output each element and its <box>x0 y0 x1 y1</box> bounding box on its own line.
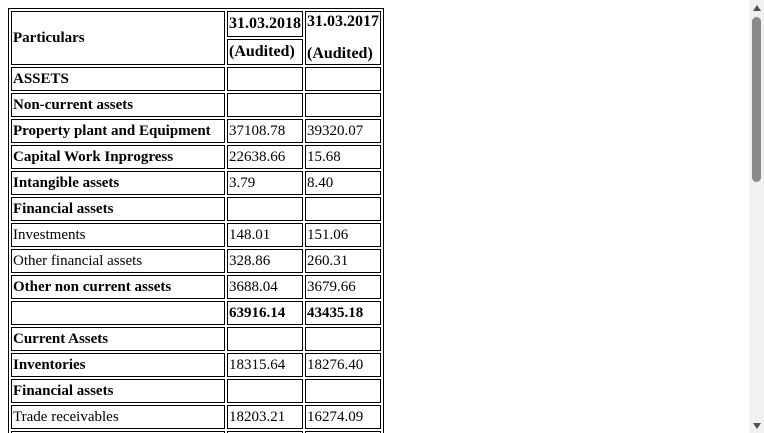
table-row: Financial assets <box>11 197 381 221</box>
table-row: Investments 148.01 151.06 <box>11 223 381 247</box>
table-row: Intangible assets 3.79 8.40 <box>11 171 381 195</box>
row-value-2018 <box>227 379 303 403</box>
row-value-2017: 39320.07 <box>305 119 381 143</box>
row-value-2017: 151.06 <box>305 223 381 247</box>
table-row: Property plant and Equipment 37108.78 39… <box>11 119 381 143</box>
row-label: Property plant and Equipment <box>11 119 225 143</box>
row-value-2017 <box>305 67 381 91</box>
row-value-2017 <box>305 197 381 221</box>
row-label: Inventories <box>11 353 225 377</box>
row-value-2018: 3688.04 <box>227 275 303 299</box>
row-label: Other non current assets <box>11 275 225 299</box>
row-value-2017 <box>305 379 381 403</box>
table-row: Non-current assets <box>11 93 381 117</box>
row-value-2017: 16274.09 <box>305 405 381 429</box>
row-label: Financial assets <box>11 197 225 221</box>
row-label: Trade receivables <box>11 405 225 429</box>
table-row: Inventories 18315.64 18276.40 <box>11 353 381 377</box>
balance-sheet-table: Particulars 31.03.2018 31.03.2017 (Audit… <box>8 8 384 433</box>
row-label: ASSETS <box>11 67 225 91</box>
row-value-2018: 18315.64 <box>227 353 303 377</box>
arrow-up-icon <box>752 4 761 11</box>
scroll-thumb[interactable] <box>752 17 761 182</box>
row-value-2018 <box>227 327 303 351</box>
table-row: Other financial assets 328.86 260.31 <box>11 249 381 273</box>
header-particulars: Particulars <box>11 11 225 65</box>
row-label: Financial assets <box>11 379 225 403</box>
table-row: Trade receivables 18203.21 16274.09 <box>11 405 381 429</box>
table-row: Capital Work Inprogress 22638.66 15.68 <box>11 145 381 169</box>
row-value-2018: 328.86 <box>227 249 303 273</box>
row-value-2017: 18276.40 <box>305 353 381 377</box>
header-col2-date: 31.03.2017 <box>307 13 379 30</box>
header-row-2: (Audited) <box>11 39 381 65</box>
subtotal-value-2018: 63916.14 <box>227 301 303 325</box>
row-value-2017: 1679.14 <box>305 431 381 433</box>
vertical-scrollbar[interactable] <box>749 0 764 433</box>
row-value-2017: 15.68 <box>305 145 381 169</box>
table-row: Cash and cash equivalent 4420.65 1679.14 <box>11 431 381 433</box>
row-label: Other financial assets <box>11 249 225 273</box>
row-value-2017: 3679.66 <box>305 275 381 299</box>
row-label <box>11 301 225 325</box>
table-row: Current Assets <box>11 327 381 351</box>
row-value-2017 <box>305 93 381 117</box>
header-col2-spacer <box>307 31 379 45</box>
row-value-2018: 18203.21 <box>227 405 303 429</box>
row-value-2018: 3.79 <box>227 171 303 195</box>
subtotal-row: 63916.14 43435.18 <box>11 301 381 325</box>
row-value-2017: 8.40 <box>305 171 381 195</box>
header-col2: 31.03.2017 (Audited) <box>305 11 381 65</box>
row-value-2017: 260.31 <box>305 249 381 273</box>
scroll-down-button[interactable] <box>749 418 764 433</box>
row-value-2018 <box>227 93 303 117</box>
subtotal-value-2017: 43435.18 <box>305 301 381 325</box>
table-row: ASSETS <box>11 67 381 91</box>
row-value-2018 <box>227 67 303 91</box>
row-label: Investments <box>11 223 225 247</box>
row-label: Capital Work Inprogress <box>11 145 225 169</box>
header-col2-status: (Audited) <box>307 45 373 62</box>
row-value-2018: 22638.66 <box>227 145 303 169</box>
row-value-2018: 4420.65 <box>227 431 303 433</box>
header-row-1: Particulars 31.03.2018 31.03.2017 (Audit… <box>11 11 381 65</box>
row-label: Cash and cash equivalent <box>11 431 225 433</box>
row-label: Current Assets <box>11 327 225 351</box>
row-value-2018 <box>227 197 303 221</box>
header-col1-status: (Audited) <box>227 39 303 65</box>
table-row: Other non current assets 3688.04 3679.66 <box>11 275 381 299</box>
arrow-down-icon <box>752 422 761 429</box>
table-row: Financial assets <box>11 379 381 403</box>
scroll-up-button[interactable] <box>749 0 764 15</box>
row-label: Non-current assets <box>11 93 225 117</box>
row-value-2018: 148.01 <box>227 223 303 247</box>
row-label: Intangible assets <box>11 171 225 195</box>
row-value-2018: 37108.78 <box>227 119 303 143</box>
header-col1-date: 31.03.2018 <box>227 11 303 37</box>
row-value-2017 <box>305 327 381 351</box>
